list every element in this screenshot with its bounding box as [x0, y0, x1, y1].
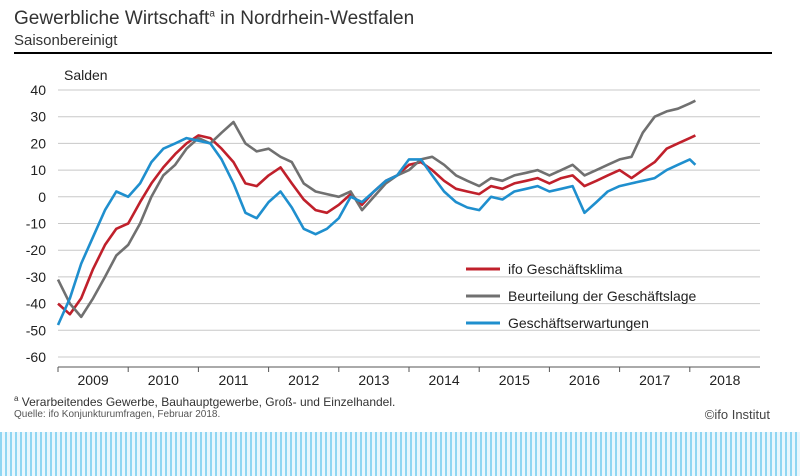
x-tick-label: 2012	[288, 372, 319, 388]
x-tick-label: 2015	[499, 372, 530, 388]
x-tick-label: 2016	[569, 372, 600, 388]
ifo-logo: ©ifo Institut	[704, 407, 770, 422]
y-tick-label: 10	[30, 162, 46, 178]
x-tick-label: 2017	[639, 372, 670, 388]
y-axis-label: Salden	[64, 67, 108, 83]
x-tick-label: 2014	[429, 372, 460, 388]
y-tick-label: 40	[30, 82, 46, 98]
x-tick-label: 2011	[218, 372, 248, 388]
chart-subtitle: Saisonbereinigt	[14, 32, 118, 49]
legend-label-3: Geschäftserwartungen	[508, 315, 649, 331]
y-tick-label: -10	[26, 216, 46, 232]
legend-label-1: ifo Geschäftsklima	[508, 261, 623, 277]
y-tick-label: 0	[38, 189, 46, 205]
y-tick-label: 20	[30, 135, 46, 151]
decorative-stripe-band	[0, 432, 800, 476]
y-tick-label: -40	[26, 296, 46, 312]
x-tick-label: 2018	[709, 372, 740, 388]
y-tick-label: -50	[26, 322, 46, 338]
x-tick-label: 2013	[358, 372, 389, 388]
legend-label-2: Beurteilung der Geschäftslage	[508, 288, 697, 304]
y-tick-label: -30	[26, 269, 46, 285]
series-line-3	[56, 136, 697, 326]
y-tick-label: -60	[26, 349, 46, 365]
source-note: Quelle: ifo Konjunkturumfragen, Februar …	[14, 409, 221, 420]
series-line-2	[56, 99, 696, 319]
x-tick-label: 2009	[78, 372, 109, 388]
y-tick-label: -20	[26, 242, 46, 258]
y-tick-label: 30	[30, 109, 46, 125]
chart-title: Gewerbliche Wirtschafta in Nordrhein-Wes…	[14, 8, 415, 29]
x-tick-label: 2010	[148, 372, 179, 388]
footnote: a Verarbeitendes Gewerbe, Bauhauptgewerb…	[14, 394, 396, 409]
title-rule	[14, 52, 772, 54]
